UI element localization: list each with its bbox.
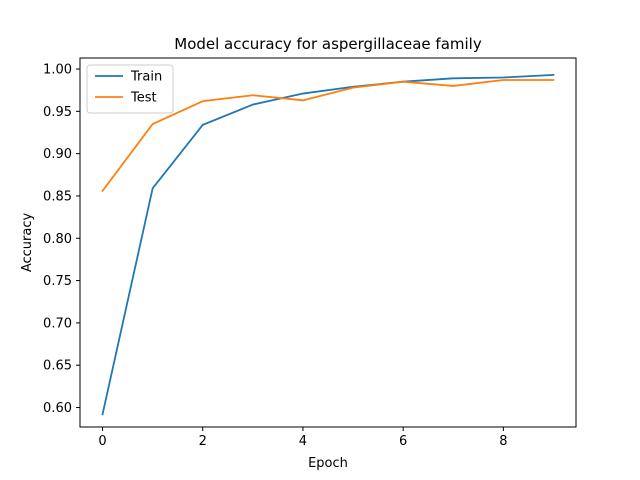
chart-title: Model accuracy for aspergillaceae family (174, 35, 482, 53)
x-tick-label: 4 (299, 434, 307, 449)
y-tick-label: 0.90 (43, 147, 72, 162)
series-layer (101, 73, 555, 416)
y-tick-label: 0.70 (43, 316, 72, 331)
y-tick-label: 0.80 (43, 232, 72, 247)
y-tick-label: 0.75 (43, 274, 72, 289)
y-tick-label: 0.85 (43, 189, 72, 204)
series-line-train (101, 73, 555, 416)
y-axis: 0.60 0.65 0.70 0.75 0.80 0.85 0.90 0.95 1.00 (43, 63, 80, 416)
x-tick-label: 2 (199, 434, 207, 449)
legend: Train Test (86, 64, 174, 114)
y-tick-label: 0.60 (43, 401, 72, 416)
legend-label-test: Test (130, 91, 157, 106)
y-tick-label: 1.00 (43, 63, 72, 78)
legend-box (86, 64, 174, 114)
x-tick-label: 0 (98, 434, 106, 449)
y-tick-label: 0.95 (43, 105, 72, 120)
series-line-test (101, 79, 555, 193)
x-tick-label: 8 (499, 434, 507, 449)
legend-label-train: Train (130, 70, 162, 85)
x-tick-label: 6 (399, 434, 407, 449)
x-axis: 0 2 4 6 8 (98, 427, 507, 449)
plot-frame (79, 57, 577, 428)
y-axis-label: Accuracy (20, 213, 35, 273)
y-tick-label: 0.65 (43, 359, 72, 374)
x-axis-label: Epoch (308, 456, 348, 471)
